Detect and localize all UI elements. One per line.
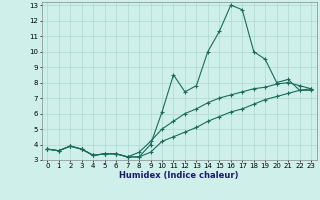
X-axis label: Humidex (Indice chaleur): Humidex (Indice chaleur)	[119, 171, 239, 180]
